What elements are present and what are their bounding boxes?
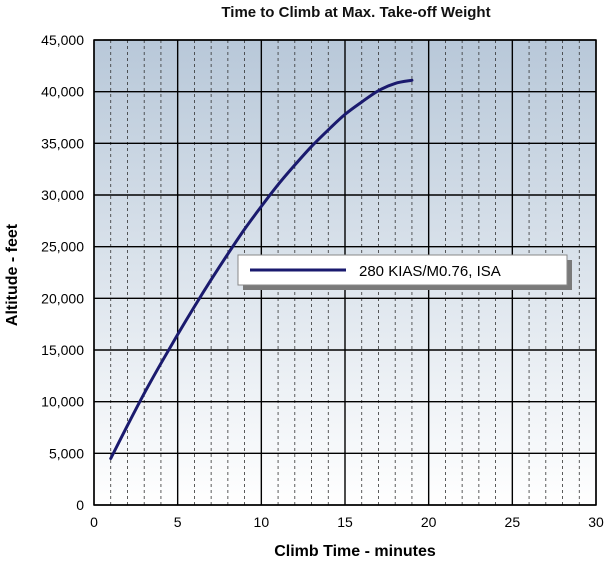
y-axis-title: Altitude - feet [4, 223, 21, 326]
series-line [109, 78, 414, 460]
x-tick-label: 0 [90, 514, 98, 530]
x-tick-label: 20 [421, 514, 437, 530]
y-tick-label: 15,000 [41, 342, 84, 358]
y-tick-label: 5,000 [49, 445, 84, 461]
y-tick-label: 35,000 [41, 135, 84, 151]
x-tick-label: 30 [588, 514, 604, 530]
y-tick-label: 10,000 [41, 394, 84, 410]
y-axis-ticks: 0 5,000 10,000 15,000 20,000 25,000 30,000 35,0… [41, 32, 84, 513]
x-tick-label: 10 [254, 514, 270, 530]
y-tick-label: 0 [76, 497, 84, 513]
y-tick-label: 20,000 [41, 290, 84, 306]
x-axis-ticks: 0 5 10 15 20 25 30 [90, 514, 604, 530]
y-tick-label: 40,000 [41, 84, 84, 100]
legend: 280 KIAS/M0.76, ISA [237, 254, 572, 290]
series-layer [109, 78, 414, 460]
x-tick-label: 5 [174, 514, 182, 530]
legend-label: 280 KIAS/M0.76, ISA [359, 263, 501, 280]
chart-title: Time to Climb at Max. Take-off Weight [221, 4, 490, 21]
y-tick-label: 30,000 [41, 187, 84, 203]
x-tick-label: 25 [505, 514, 521, 530]
x-tick-label: 15 [337, 514, 353, 530]
y-tick-label: 25,000 [41, 239, 84, 255]
plot-frame [93, 39, 597, 506]
x-axis-title: Climb Time - minutes [274, 543, 436, 560]
y-tick-label: 45,000 [41, 32, 84, 48]
